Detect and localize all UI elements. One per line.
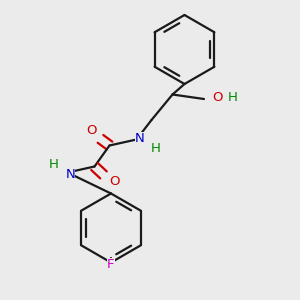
Text: N: N xyxy=(135,131,144,145)
Text: N: N xyxy=(66,167,75,181)
Text: H: H xyxy=(49,158,59,172)
Text: H: H xyxy=(228,91,237,104)
Text: O: O xyxy=(109,175,119,188)
Text: O: O xyxy=(86,124,97,137)
Text: F: F xyxy=(107,257,115,271)
Text: H: H xyxy=(151,142,161,155)
Text: O: O xyxy=(212,91,223,104)
